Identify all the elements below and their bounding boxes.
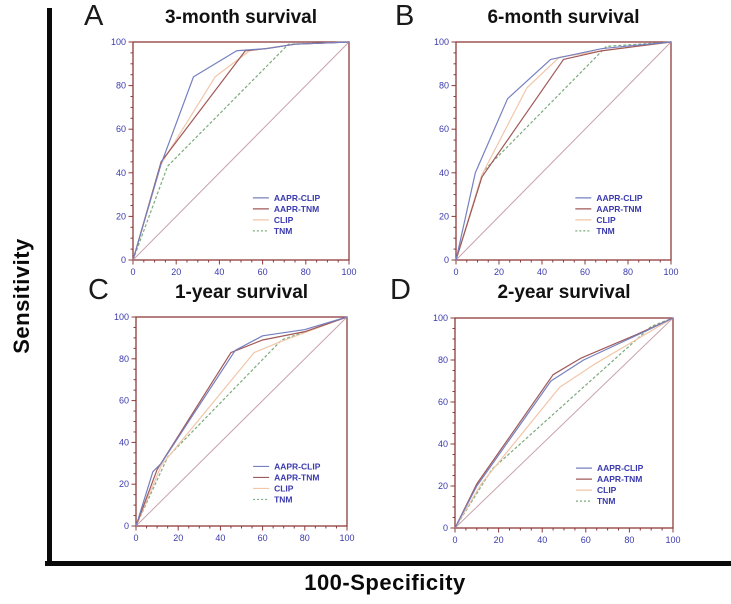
y-tick-label: 60	[439, 124, 449, 134]
x-tick-label: 100	[341, 267, 356, 277]
panel-plot-2-year: 0 20 40 60 80 100 0 20 40 60 80 100 AAPR-CLIPAAPR-TN…	[433, 313, 681, 545]
x-tick-label: 80	[300, 533, 310, 543]
y-axis-label: Sensitivity	[9, 238, 34, 354]
panel-title-6-month: 6-month survival	[487, 7, 640, 28]
y-tick-label: 20	[439, 211, 449, 221]
y-tick-label: 100	[114, 312, 129, 322]
x-tick-label: 60	[258, 267, 268, 277]
x-axis-label: 100-Specificity	[304, 570, 466, 595]
y-tick-label: 40	[119, 437, 129, 447]
reference-diagonal-line	[135, 316, 348, 527]
y-tick-label: 20	[116, 211, 126, 221]
legend-label-aapr-tnm: AAPR-TNM	[597, 474, 642, 484]
legend-label-tnm: TNM	[274, 226, 292, 236]
legend-label-aapr-tnm: AAPR-TNM	[596, 204, 641, 214]
series-line-aapr-clip	[454, 317, 674, 529]
legend-label-tnm: TNM	[597, 496, 615, 506]
legend-label-aapr-clip: AAPR-CLIP	[597, 463, 644, 473]
panel-plot-3-month: 0 20 40 60 80 100 0 20 40 60 80 100 AAPR-CLIPAAPR-TN…	[111, 37, 357, 277]
panel-title-2-year: 2-year survival	[497, 282, 631, 303]
x-tick-label: 60	[581, 535, 591, 545]
series-line-aapr-clip	[135, 316, 348, 527]
x-tick-label: 40	[214, 267, 224, 277]
series-line-aapr-clip	[455, 41, 672, 261]
legend-label-aapr-tnm: AAPR-TNM	[274, 204, 319, 214]
panel-letter-c: C	[88, 274, 109, 306]
x-tick-label: 20	[173, 533, 183, 543]
y-tick-label: 0	[443, 523, 448, 533]
reference-diagonal-line	[454, 317, 674, 529]
legend-label-aapr-clip: AAPR-CLIP	[596, 193, 643, 203]
panel-plot-1-year: 0 20 40 60 80 100 0 20 40 60 80 100 AAPR-CLIPAAPR-TN…	[114, 312, 355, 543]
reference-diagonal-line	[455, 41, 672, 261]
panel-title-1-year: 1-year survival	[174, 282, 309, 303]
y-tick-label: 40	[116, 168, 126, 178]
x-tick-label: 40	[537, 267, 547, 277]
y-tick-label: 0	[121, 255, 126, 265]
legend-label-aapr-clip: AAPR-CLIP	[274, 461, 321, 471]
reference-diagonal-line	[132, 41, 350, 261]
y-tick-label: 0	[124, 521, 129, 531]
x-tick-label: 20	[171, 267, 181, 277]
series-line-aapr-tnm	[454, 317, 674, 529]
legend-label-clip: CLIP	[596, 215, 616, 225]
series-line-aapr-tnm	[135, 316, 348, 527]
x-tick-label: 60	[258, 533, 268, 543]
figure-x-axis-line	[45, 561, 731, 566]
legend-label-tnm: TNM	[274, 494, 292, 504]
x-tick-label: 0	[453, 267, 458, 277]
y-tick-label: 20	[119, 479, 129, 489]
legend-label-aapr-clip: AAPR-CLIP	[274, 193, 321, 203]
x-tick-label: 100	[665, 535, 680, 545]
y-tick-label: 60	[119, 396, 129, 406]
y-tick-label: 0	[444, 255, 449, 265]
series-line-clip	[135, 316, 348, 527]
panel-letter-d: D	[390, 274, 411, 306]
y-tick-label: 20	[438, 481, 448, 491]
x-tick-label: 60	[580, 267, 590, 277]
y-tick-label: 80	[119, 354, 129, 364]
x-tick-label: 100	[339, 533, 354, 543]
panel-plot-6-month: 0 20 40 60 80 100 0 20 40 60 80 100 AAPR-CLIPAAPR-TN…	[434, 37, 679, 277]
x-tick-label: 20	[494, 535, 504, 545]
panel-title-3-month: 3-month survival	[164, 7, 318, 28]
y-tick-label: 80	[439, 81, 449, 91]
legend-label-clip: CLIP	[274, 215, 294, 225]
figure-y-axis-line	[47, 8, 52, 565]
y-tick-label: 40	[439, 168, 449, 178]
legend-label-tnm: TNM	[596, 226, 614, 236]
y-tick-label: 60	[438, 397, 448, 407]
x-tick-label: 0	[133, 533, 138, 543]
x-tick-label: 0	[130, 267, 135, 277]
x-tick-label: 100	[663, 267, 678, 277]
y-tick-label: 100	[434, 37, 449, 47]
y-tick-label: 100	[433, 313, 448, 323]
x-tick-label: 80	[301, 267, 311, 277]
x-tick-label: 80	[624, 535, 634, 545]
legend-label-clip: CLIP	[597, 485, 617, 495]
series-line-aapr-tnm	[455, 41, 672, 261]
x-tick-label: 20	[494, 267, 504, 277]
panel-letter-a: A	[84, 0, 104, 32]
y-tick-label: 80	[438, 355, 448, 365]
x-tick-label: 0	[452, 535, 457, 545]
series-line-aapr-clip	[132, 41, 350, 261]
panel-letter-b: B	[395, 0, 415, 32]
y-tick-label: 40	[438, 439, 448, 449]
series-line-clip	[454, 317, 674, 529]
series-line-tnm	[135, 316, 348, 527]
y-tick-label: 80	[116, 81, 126, 91]
y-tick-label: 60	[116, 124, 126, 134]
x-tick-label: 40	[537, 535, 547, 545]
series-line-tnm	[454, 317, 674, 529]
legend-label-aapr-tnm: AAPR-TNM	[274, 472, 319, 482]
legend-label-clip: CLIP	[274, 483, 294, 493]
y-tick-label: 100	[111, 37, 126, 47]
x-tick-label: 40	[215, 533, 225, 543]
x-tick-label: 80	[623, 267, 633, 277]
